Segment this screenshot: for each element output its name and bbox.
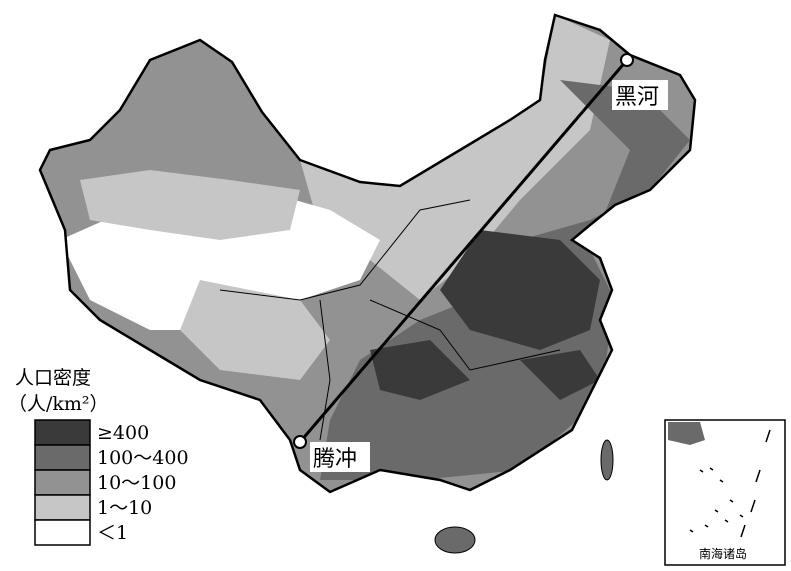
legend-swatch [34, 419, 91, 446]
label-box [310, 442, 370, 472]
legend-title: 人口密度 [15, 367, 91, 389]
city-point [293, 435, 307, 449]
legend-swatch [34, 444, 91, 471]
inset-frame [664, 419, 786, 566]
legend-swatch [34, 494, 91, 521]
city-label: 腾冲 [313, 447, 357, 472]
legend-label: ≥400 [97, 422, 149, 444]
legend-label: 10～100 [97, 472, 176, 494]
border [38, 13, 697, 494]
legend-unit: （人/km²） [8, 393, 109, 415]
inset-land [668, 422, 705, 445]
heihe-tengchong-line [298, 59, 629, 443]
legend: 人口密度 （人/km²） ≥400 100～400 10～100 1～10 ＜1 [8, 367, 189, 546]
inset: 南海诸岛 [664, 419, 786, 566]
hainan [434, 526, 476, 554]
city-point [620, 53, 634, 67]
inset-label: 南海诸岛 [699, 546, 747, 561]
label-box [612, 80, 668, 110]
province-lines [219, 199, 561, 441]
legend-label: ＜1 [97, 522, 128, 544]
legend-swatch [34, 519, 91, 546]
legend-label: 100～400 [97, 447, 189, 469]
legend-swatch [34, 469, 91, 496]
taiwan [600, 439, 614, 481]
city-label: 黑河 [615, 85, 659, 110]
islands [689, 429, 771, 538]
legend-label: 1～10 [97, 497, 152, 519]
